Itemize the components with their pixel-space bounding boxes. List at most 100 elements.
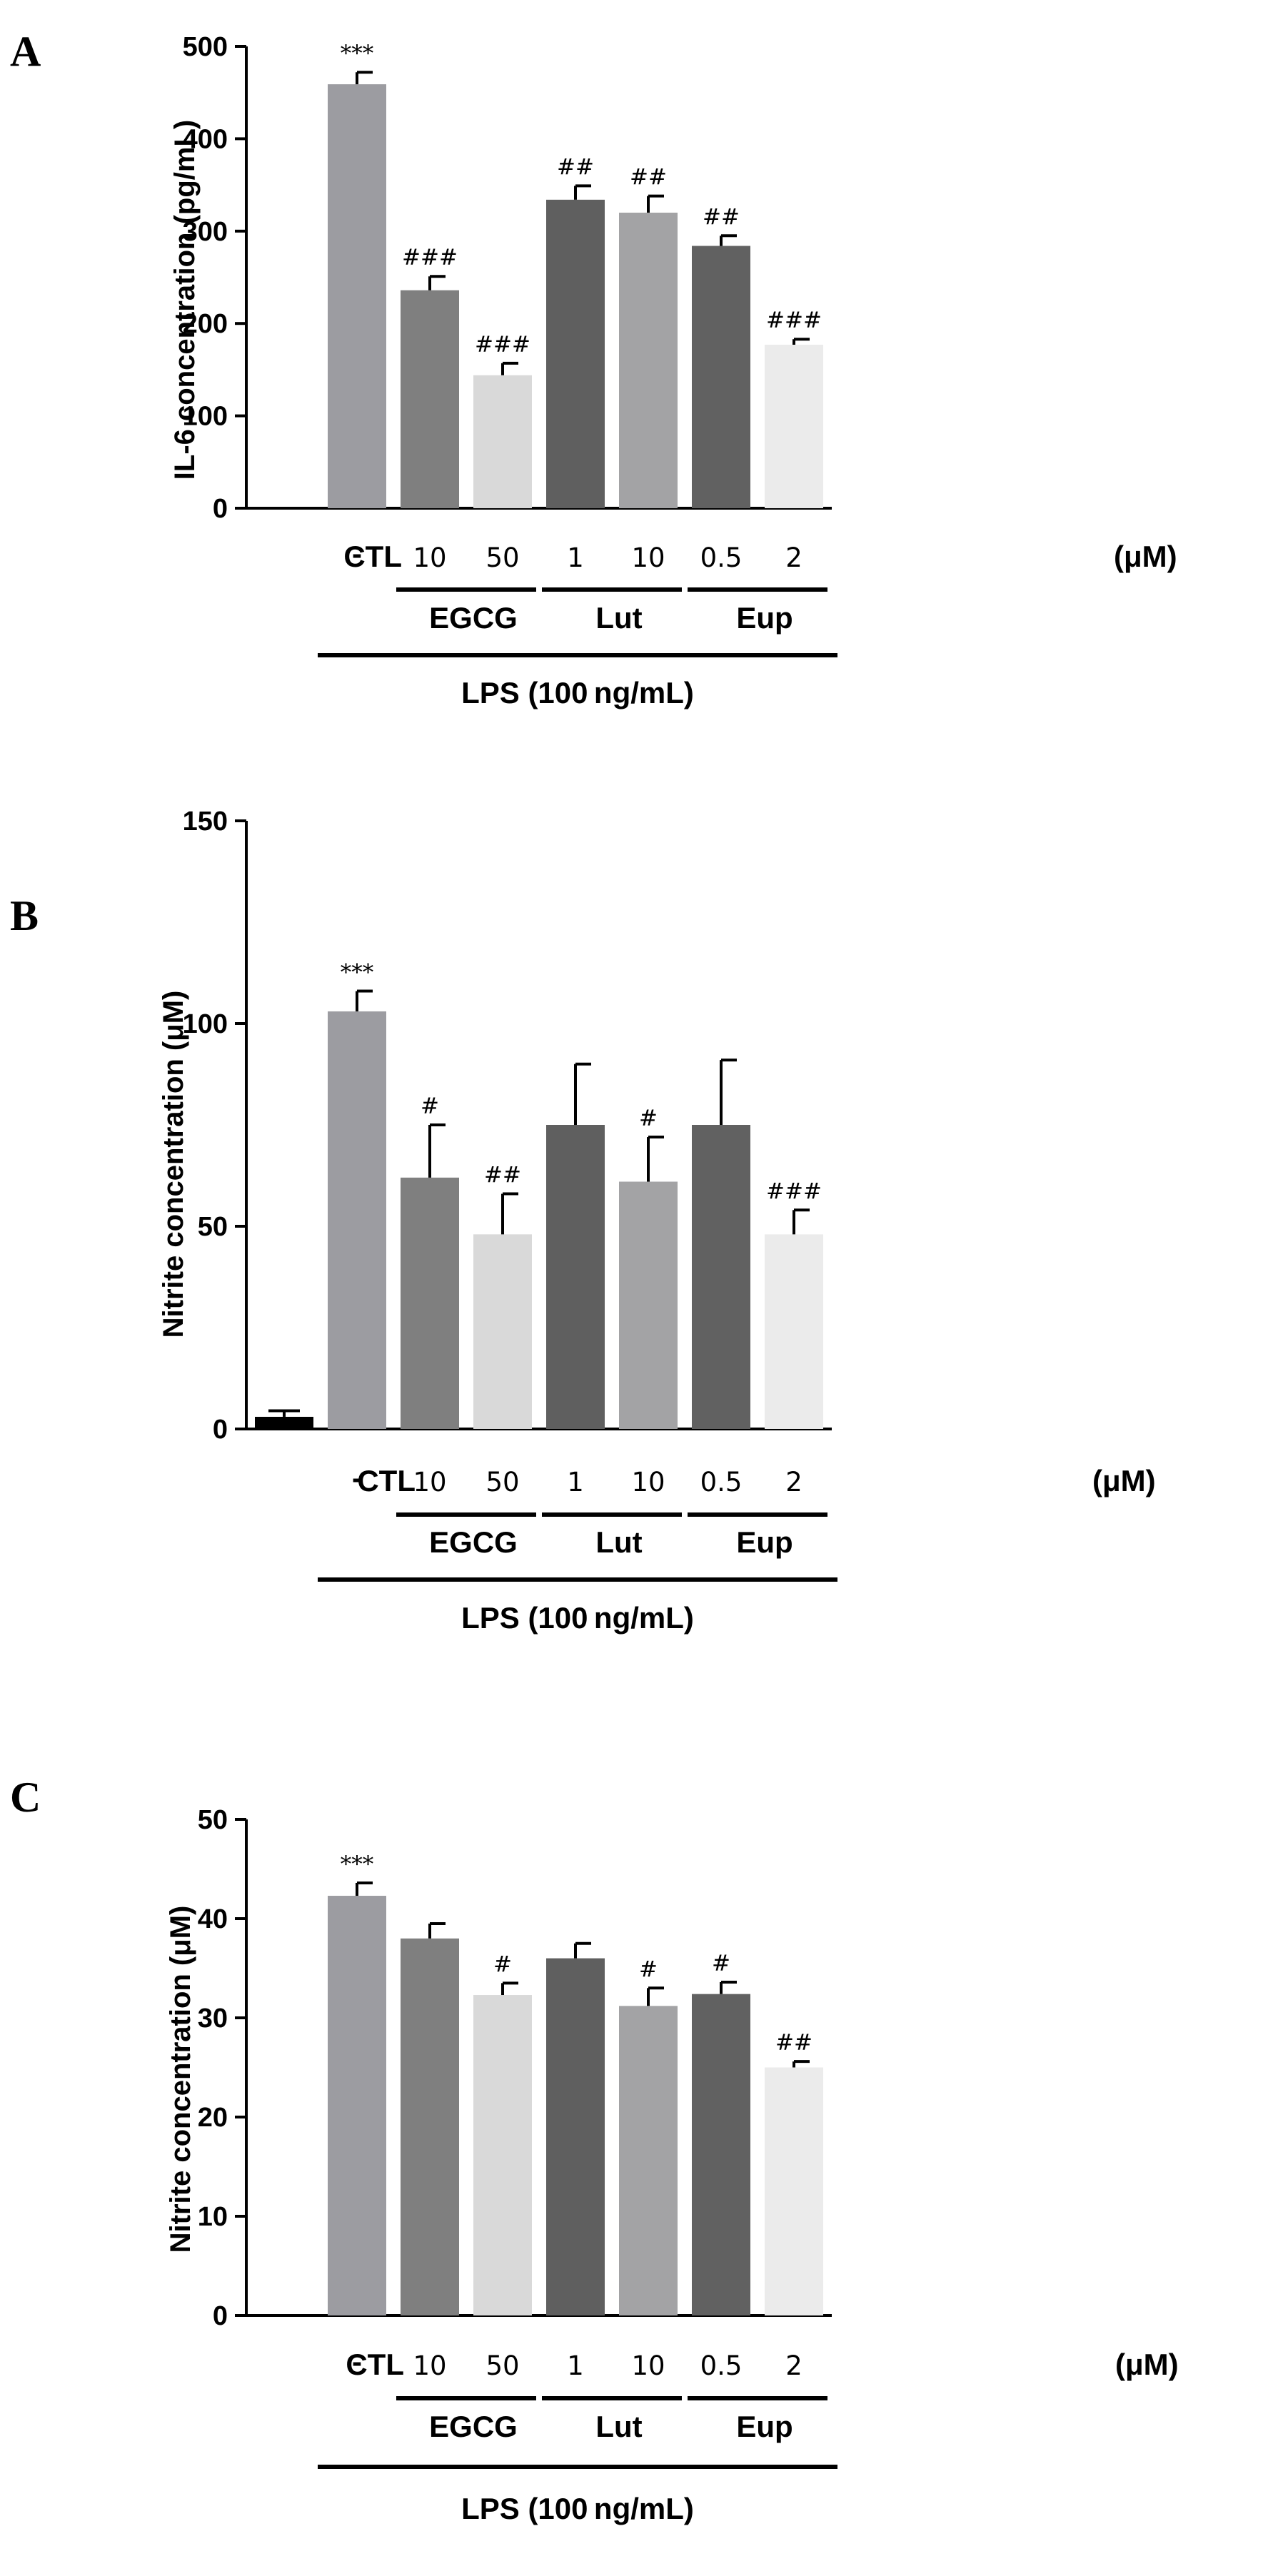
y-tick-label: 0 — [213, 1415, 228, 1445]
panel-a: A IL-6 concentration (pg/mL) 0 100 200 300 4… — [10, 28, 1177, 709]
y-tick-label: 50 — [198, 1805, 228, 1835]
y-tick-label: 400 — [183, 124, 228, 154]
y-axis-label: Nitrite concentration (μM) — [165, 1906, 196, 2253]
category-label: 50 — [485, 2350, 519, 2381]
bar — [473, 1995, 532, 2315]
category-label: 50 — [485, 1467, 519, 1497]
group-label: EGCG — [429, 601, 518, 635]
y-tick-label: 20 — [198, 2103, 228, 2133]
treatment-label: LPS (100 ng/mL) — [461, 2492, 694, 2525]
bar — [255, 1416, 313, 1429]
significance-marker: ## — [630, 165, 667, 191]
bar — [328, 1011, 386, 1429]
category-label: 10 — [631, 1467, 665, 1497]
y-tick-label: 200 — [183, 309, 228, 339]
category-label: - — [352, 537, 362, 570]
bar — [401, 290, 459, 508]
significance-marker: ## — [484, 1163, 521, 1188]
group-label: Eup — [736, 2410, 793, 2443]
y-tick-label: 100 — [183, 402, 228, 432]
bar — [546, 1125, 605, 1429]
bar — [765, 344, 823, 508]
category-label: - — [352, 2345, 362, 2378]
bar — [401, 1938, 459, 2315]
significance-marker: ### — [402, 245, 458, 271]
panel-c: C Nitrite concentration (μM) 0 10 20 30 40 50… — [10, 1774, 1179, 2525]
group-label: Lut — [595, 601, 642, 635]
category-label: - — [352, 1461, 362, 1495]
significance-marker: ## — [703, 204, 740, 230]
category-label: 10 — [413, 542, 446, 573]
unit-label: (μM) — [1092, 1464, 1156, 1497]
bar — [328, 1896, 386, 2315]
category-label: 2 — [785, 1467, 802, 1497]
bar — [473, 375, 532, 508]
bar — [619, 2006, 678, 2315]
panel-letter: B — [10, 892, 39, 939]
group-label: EGCG — [429, 1525, 518, 1559]
significance-marker: # — [421, 1093, 439, 1119]
bar — [401, 1177, 459, 1429]
significance-marker: *** — [341, 1852, 374, 1877]
bar — [692, 1994, 750, 2315]
significance-marker: *** — [341, 41, 374, 66]
y-axis-label: IL-6 concentration (pg/mL) — [169, 120, 201, 480]
group-label: Lut — [595, 1525, 642, 1559]
bar — [692, 246, 750, 508]
significance-marker: ### — [475, 332, 530, 358]
category-label: 10 — [631, 542, 665, 573]
bar — [546, 199, 605, 508]
category-label: 1 — [567, 542, 584, 573]
group-label: Lut — [595, 2410, 642, 2443]
significance-marker: # — [493, 1951, 512, 1977]
category-label: 50 — [485, 542, 519, 573]
y-tick-label: 10 — [198, 2202, 228, 2232]
treatment-label: LPS (100 ng/mL) — [461, 1601, 694, 1635]
category-label: 0.5 — [700, 1467, 743, 1497]
category-label: 0.5 — [700, 2350, 743, 2381]
category-label: 10 — [413, 1467, 446, 1497]
significance-marker: ### — [766, 1178, 822, 1204]
bar — [328, 84, 386, 508]
y-tick-label: 100 — [183, 1009, 228, 1039]
category-label: 10 — [631, 2350, 665, 2381]
y-tick-label: 0 — [213, 2301, 228, 2331]
category-label: 2 — [785, 542, 802, 573]
category-label: CTL — [357, 1464, 416, 1497]
panel-letter: C — [10, 1774, 41, 1821]
panel-b: B Nitrite concentration (μM) 0 50 100 150 CT… — [10, 807, 1156, 1635]
category-label: CTL — [343, 540, 402, 573]
group-label: Eup — [736, 601, 793, 635]
category-label: 2 — [785, 2350, 802, 2381]
bar — [692, 1125, 750, 1429]
significance-marker: # — [712, 1951, 730, 1976]
y-tick-label: 150 — [183, 807, 228, 837]
y-tick-label: 40 — [198, 1904, 228, 1934]
y-tick-label: 300 — [183, 217, 228, 247]
y-tick-label: 0 — [213, 494, 228, 524]
treatment-label: LPS (100 ng/mL) — [461, 676, 694, 709]
y-tick-label: 30 — [198, 2004, 228, 2034]
category-label: 1 — [567, 1467, 584, 1497]
y-tick-label: 500 — [183, 32, 228, 62]
bar — [619, 212, 678, 508]
significance-marker: # — [639, 1956, 658, 1982]
category-label: CTL — [346, 2348, 404, 2381]
significance-marker: # — [639, 1106, 658, 1131]
bar — [619, 1181, 678, 1429]
bar — [473, 1234, 532, 1429]
y-axis-label: Nitrite concentration (μM) — [158, 991, 189, 1338]
group-label: Eup — [736, 1525, 793, 1559]
significance-marker: *** — [341, 960, 374, 986]
panel-letter: A — [10, 28, 41, 75]
significance-marker: ## — [557, 154, 594, 180]
group-label: EGCG — [429, 2410, 518, 2443]
category-label: 0.5 — [700, 542, 743, 573]
significance-marker: ## — [775, 2030, 812, 2056]
category-label: 10 — [413, 2350, 446, 2381]
unit-label: (μM) — [1114, 540, 1177, 573]
bar — [765, 1234, 823, 1429]
bar — [765, 2067, 823, 2315]
bar — [546, 1958, 605, 2315]
